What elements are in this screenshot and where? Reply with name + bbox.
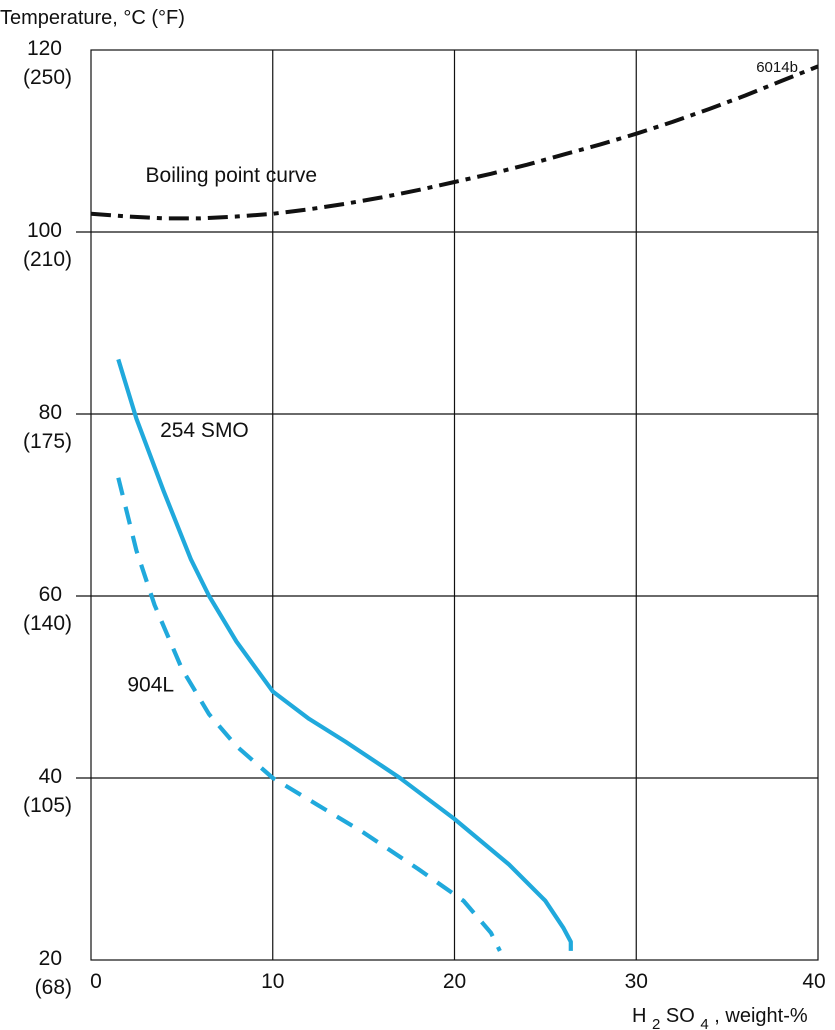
x-tick-label-0: 0 [90,970,102,993]
text-layer: Temperature, °C (°F) H 2 SO 4 , weight-%… [0,7,826,1030]
annotation-code: 6014b [756,59,798,76]
y-tick-label-fahrenheit-3: (140) [23,612,72,635]
y-tick-label-celsius-3: 60 [39,583,62,606]
x-axis-title: H 2 SO 4 , weight-% [632,1005,808,1030]
x-tick-label-3: 30 [625,970,648,993]
y-tick-label-celsius-2: 80 [39,401,62,424]
x-axis-title-subscript-1: 2 [652,1016,660,1030]
series-boiling [90,64,819,221]
y-tick-label-celsius-0: 120 [27,37,62,60]
annotation-boiling: Boiling point curve [146,164,318,187]
y-tick-label-fahrenheit-0: (250) [23,66,72,89]
series-l904 [116,477,502,952]
y-tick-label-fahrenheit-2: (175) [23,430,72,453]
annotation-l904: 904L [127,674,174,697]
x-axis-title-prefix: H [632,1005,646,1027]
x-tick-label-1: 10 [261,970,284,993]
y-tick-label-fahrenheit-1: (210) [23,248,72,271]
y-axis-title: Temperature, °C (°F) [0,7,185,29]
x-tick-label-2: 20 [443,970,466,993]
x-axis-title-subscript-2: 4 [700,1016,708,1030]
grid-layer [76,49,819,961]
y-tick-label-celsius-1: 100 [27,219,62,242]
series-layer [90,64,819,952]
y-tick-label-celsius-4: 40 [39,765,62,788]
x-axis-title-suffix: , weight-% [714,1005,808,1027]
x-axis-title-middle: SO [666,1005,695,1027]
series-smo254 [116,358,573,951]
y-tick-label-fahrenheit-4: (105) [23,794,72,817]
x-tick-label-4: 40 [802,970,825,993]
y-tick-label-fahrenheit-5: (68) [35,976,72,999]
annotation-smo254: 254 SMO [160,419,249,442]
y-tick-label-celsius-5: 20 [39,947,62,970]
